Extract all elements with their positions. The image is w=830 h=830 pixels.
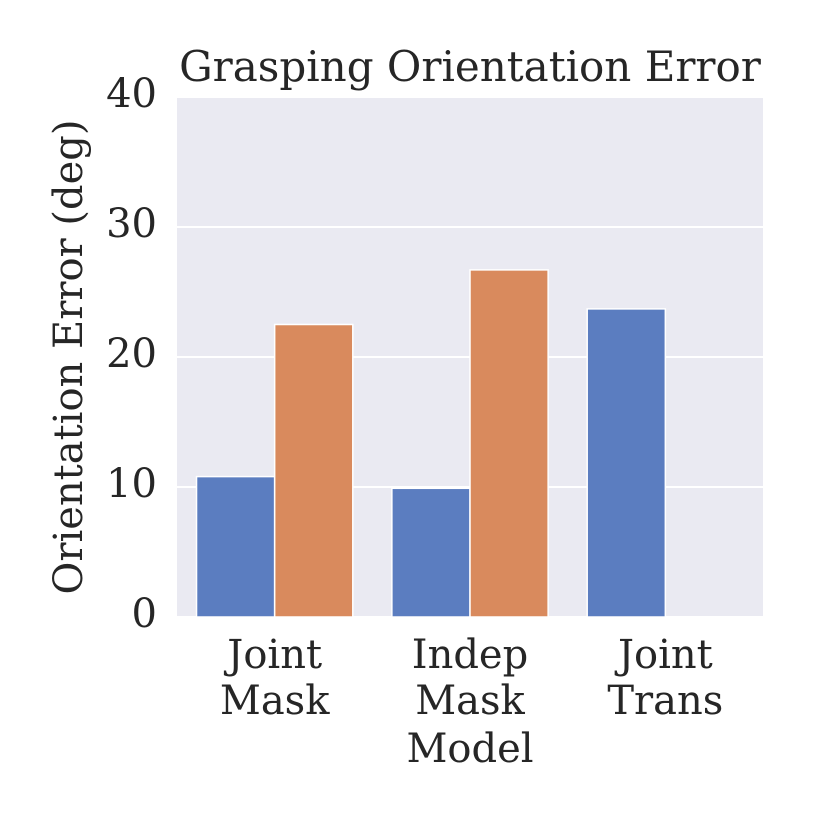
y-tick-label: 30 [106,201,157,247]
bar [586,308,667,618]
bar [195,475,276,618]
chart-title: Grasping Orientation Error [179,42,762,91]
y-tick-label: 20 [106,331,157,377]
bar [391,487,471,618]
y-tick-label: 10 [106,461,157,507]
bar [469,269,549,618]
y-tick-label: 0 [132,591,157,637]
y-axis-label: Orientation Error (deg) [46,120,92,595]
x-axis-label: Model [406,726,533,772]
x-tick-label: Joint Trans [607,632,724,724]
x-tick-label: Joint Mask [219,632,330,724]
y-tick-label: 40 [106,71,157,117]
x-tick-label: Indep Mask [411,632,529,724]
bar [273,323,354,618]
